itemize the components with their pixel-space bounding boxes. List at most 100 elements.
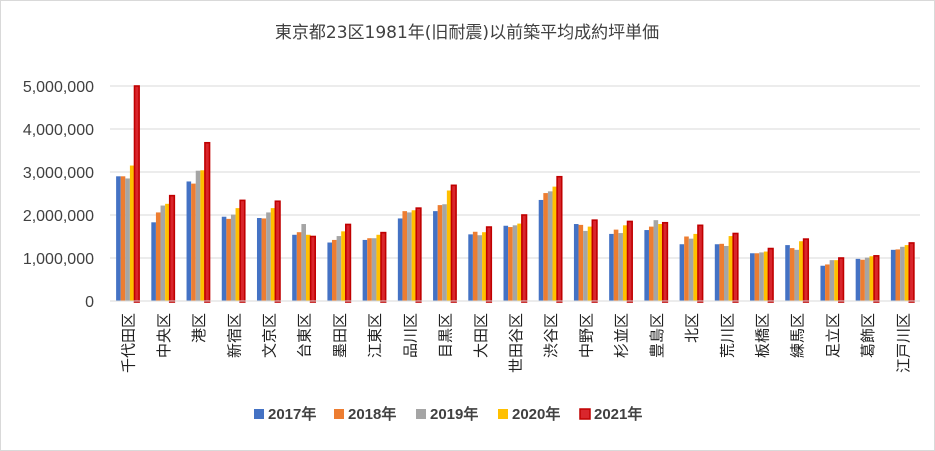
bar <box>296 232 302 301</box>
bar <box>825 264 830 301</box>
bar <box>301 224 306 301</box>
x-tick-label: 中央区 <box>155 313 173 358</box>
bar <box>485 226 493 303</box>
bar <box>904 245 910 301</box>
bar <box>446 190 452 301</box>
bar <box>794 249 800 301</box>
legend-label: 2018年 <box>348 405 396 423</box>
legend-item: 2021年 <box>579 405 642 423</box>
bar <box>697 224 704 303</box>
y-tick-label: 5,000,000 <box>23 79 94 96</box>
bar <box>200 170 205 301</box>
bar <box>437 205 443 301</box>
bar <box>591 219 598 303</box>
y-tick-label: 0 <box>85 294 94 311</box>
y-tick-label: 1,000,000 <box>23 251 94 268</box>
bar <box>719 243 725 301</box>
bar <box>785 245 790 301</box>
legend-item: 2017年 <box>254 405 316 423</box>
x-tick-label: 練馬区 <box>789 313 807 358</box>
bar <box>341 231 346 301</box>
bar <box>133 85 140 303</box>
y-tick-label: 4,000,000 <box>23 122 94 139</box>
x-tick-label: 大田区 <box>472 313 490 358</box>
legend-item: 2019年 <box>416 405 478 423</box>
bar <box>834 260 839 301</box>
bar <box>799 241 804 301</box>
bar <box>305 234 311 301</box>
x-tick-label: 中野区 <box>577 313 595 358</box>
bar <box>644 230 649 301</box>
bar <box>895 249 901 301</box>
legend-item: 2018年 <box>334 405 396 423</box>
bar <box>538 199 544 301</box>
bar <box>613 229 619 301</box>
bar <box>482 232 487 301</box>
bar <box>626 220 633 303</box>
x-tick-label: 台東区 <box>296 313 314 358</box>
bar <box>648 226 654 301</box>
legend-label: 2017年 <box>268 405 316 423</box>
x-tick-label: 港区 <box>190 313 208 343</box>
bar <box>270 208 276 301</box>
bar <box>684 236 689 301</box>
y-axis: 0 1,000,000 2,000,000 3,000,000 4,000,000 5,0… <box>23 79 94 311</box>
bar <box>759 252 764 301</box>
bar <box>165 203 170 301</box>
bar <box>869 256 875 301</box>
bar <box>552 186 558 301</box>
legend-swatch <box>579 408 591 420</box>
bar <box>376 234 382 301</box>
bar <box>204 141 211 303</box>
bar <box>309 235 316 303</box>
bar <box>661 221 669 303</box>
x-tick-label: 葛飾区 <box>859 313 877 358</box>
legend-swatch <box>334 409 344 419</box>
bar <box>186 181 192 301</box>
bar <box>873 255 880 303</box>
bar <box>226 218 231 301</box>
bar <box>415 207 422 303</box>
bar <box>679 244 685 301</box>
bar <box>908 242 915 303</box>
x-tick-label: 墨田区 <box>331 313 349 358</box>
x-tick-label: 荒川区 <box>718 313 736 358</box>
bar <box>890 249 896 301</box>
x-tick-label: 新宿区 <box>225 313 243 358</box>
bar <box>860 259 865 301</box>
bar <box>472 231 478 301</box>
bar <box>728 236 734 301</box>
bar <box>256 218 262 301</box>
bars <box>116 85 915 303</box>
bar <box>763 251 769 301</box>
bar <box>688 238 694 301</box>
bar <box>191 183 196 301</box>
x-tick-label: 渋谷区 <box>542 313 560 358</box>
bar <box>261 218 267 301</box>
bar <box>160 205 166 301</box>
bar <box>829 260 835 301</box>
bar <box>693 233 698 301</box>
bar <box>195 170 201 301</box>
bar <box>556 175 563 303</box>
bar <box>573 224 579 301</box>
bar <box>587 226 593 301</box>
bar <box>151 222 156 301</box>
legend-swatch <box>254 409 264 419</box>
bar <box>221 216 227 301</box>
bar <box>239 199 246 303</box>
bar <box>235 208 241 301</box>
x-tick-label: 世田谷区 <box>507 313 525 373</box>
bar <box>622 225 628 301</box>
bar <box>292 234 297 301</box>
bar <box>855 258 861 301</box>
bar <box>802 238 810 303</box>
bar <box>116 176 121 301</box>
bar <box>442 204 447 301</box>
x-tick-label: 江東区 <box>366 313 384 358</box>
bar <box>864 257 870 301</box>
bar <box>362 239 368 301</box>
x-tick-label: 目黒区 <box>437 313 455 358</box>
bar <box>517 223 522 301</box>
y-tick-label: 2,000,000 <box>23 208 94 225</box>
